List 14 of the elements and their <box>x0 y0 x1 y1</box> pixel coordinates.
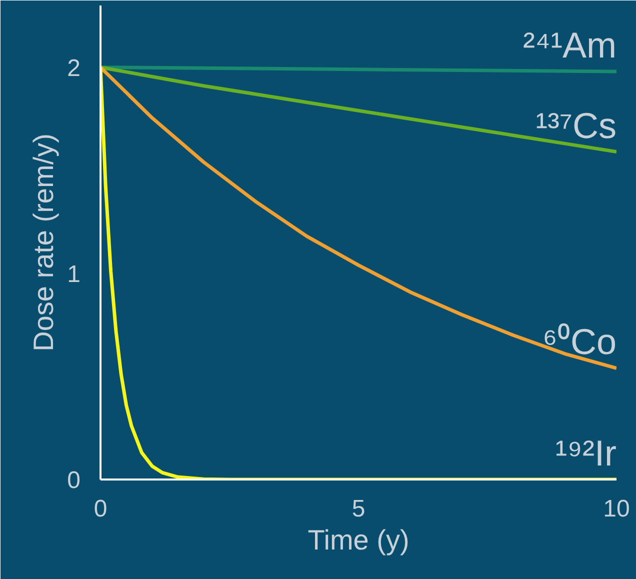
y-axis-title: Dose rate (rem/y) <box>28 134 60 352</box>
y-tick-label: 2 <box>67 54 81 82</box>
x-tick-label: 10 <box>603 496 630 522</box>
series-label: ²⁴¹Am <box>523 24 617 66</box>
x-tick-label: 5 <box>352 496 366 522</box>
series-label: ⁶⁰Co <box>542 321 617 362</box>
x-tick-label: 0 <box>94 496 108 522</box>
series-label: ¹³⁷Cs <box>536 104 616 146</box>
y-tick-label: 0 <box>67 467 81 494</box>
line-series <box>100 66 616 370</box>
line-series <box>100 66 616 154</box>
series-label: ¹⁹²Ir <box>555 432 617 474</box>
x-axis-title: Time (y) <box>308 524 410 556</box>
y-tick-label: 1 <box>67 260 81 288</box>
